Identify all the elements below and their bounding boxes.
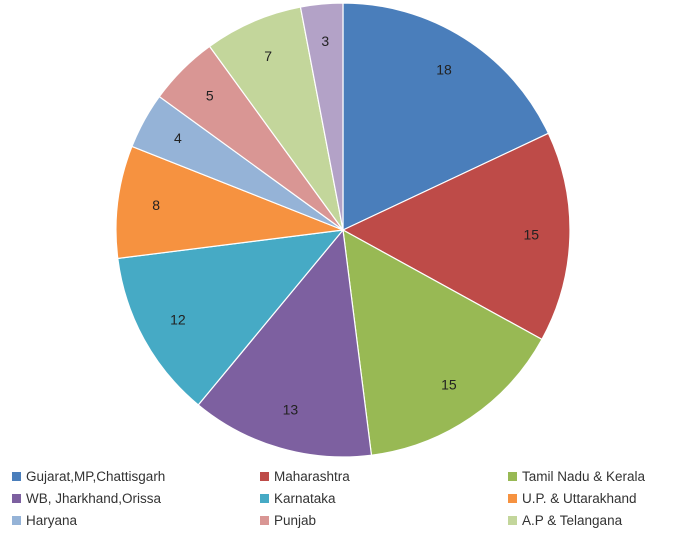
legend-item-haryana: Haryana (12, 511, 260, 529)
legend-label: Maharashtra (274, 468, 350, 484)
legend-item-punjab: Punjab (260, 511, 508, 529)
data-label: 3 (321, 33, 329, 49)
legend-swatch (260, 471, 269, 481)
legend-item-ap-telangana: A.P & Telangana (508, 511, 682, 529)
legend-label: Tamil Nadu & Kerala (522, 468, 646, 484)
legend-label: A.P & Telangana (522, 512, 623, 528)
pie-slice (299, 2, 344, 231)
data-label: 13 (283, 402, 299, 418)
legend: Gujarat,MP,Chattisgarh Maharashtra Tamil… (12, 467, 682, 529)
pie-slice (342, 2, 550, 231)
pie-slice (197, 228, 373, 458)
legend-swatch (508, 493, 517, 503)
legend-item-karnataka: Karnataka (260, 489, 508, 507)
data-label: 4 (174, 130, 182, 146)
pie-chart: 18 15 15 13 12 8 4 5 7 3 (115, 2, 571, 458)
legend-label: WB, Jharkhand,Orissa (26, 490, 162, 506)
data-label: 8 (152, 197, 160, 213)
legend-item-up-uttarakhand: U.P. & Uttarakhand (508, 489, 682, 507)
legend-swatch (508, 515, 517, 525)
pie-slice (115, 145, 344, 260)
legend-item-wb-jharkhand-orissa: WB, Jharkhand,Orissa (12, 489, 260, 507)
data-label: 12 (170, 312, 186, 328)
legend-swatch (12, 471, 21, 481)
legend-item-tamil-nadu-kerala: Tamil Nadu & Kerala (508, 467, 682, 485)
legend-swatch (12, 493, 21, 503)
legend-swatch (12, 515, 21, 525)
pie-slice (341, 132, 571, 341)
pie-slice (342, 228, 543, 456)
legend-label: Haryana (26, 512, 78, 528)
legend-label: Punjab (274, 512, 317, 528)
legend-swatch (260, 515, 269, 525)
legend-swatch (260, 493, 269, 503)
data-label: 5 (206, 88, 214, 104)
legend-item-gujarat: Gujarat,MP,Chattisgarh (12, 467, 260, 485)
legend-label: Gujarat,MP,Chattisgarh (26, 468, 166, 484)
legend-swatch (508, 471, 517, 481)
data-label: 15 (441, 377, 457, 393)
legend-label: Karnataka (274, 490, 336, 506)
data-label: 7 (264, 48, 272, 64)
legend-label: U.P. & Uttarakhand (522, 490, 637, 506)
legend-item-maharashtra: Maharashtra (260, 467, 508, 485)
data-label: 18 (436, 62, 452, 78)
data-label: 15 (524, 227, 540, 243)
pie-slice (117, 229, 345, 406)
